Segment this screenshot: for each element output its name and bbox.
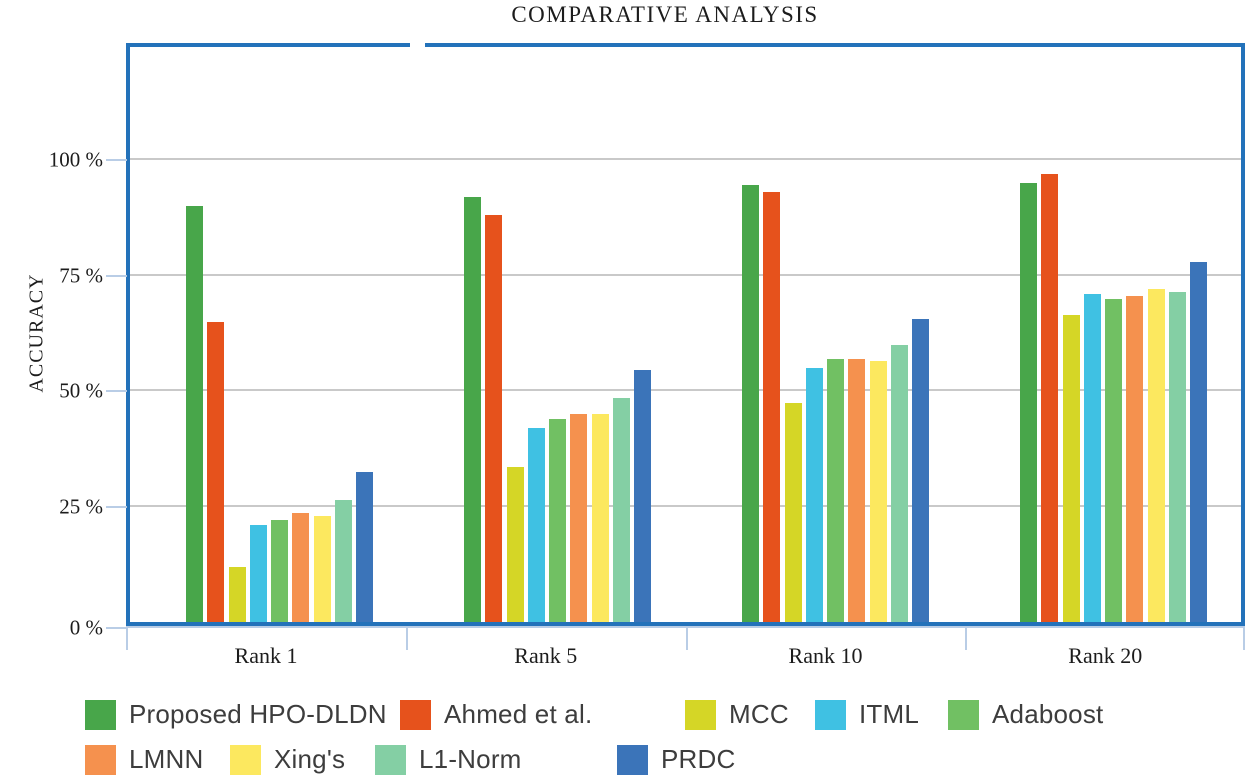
x-tick-label: Rank 10 (788, 643, 863, 668)
legend-item-adaboost: Adaboost (948, 699, 1103, 730)
plot-area (126, 43, 1245, 626)
x-tick-label: Rank 1 (234, 643, 298, 668)
bar-adaboost (827, 358, 844, 622)
gridline-25 (130, 504, 1241, 507)
legend-swatch (815, 699, 846, 730)
y-tick-label: 50 % (59, 378, 103, 403)
bar-l1-norm (890, 344, 908, 622)
y-tick-label: 75 % (59, 263, 103, 287)
bar-ahmed-et-al- (1041, 173, 1059, 622)
legend-label: PRDC (661, 744, 736, 774)
y-tick-mark (106, 505, 127, 508)
bar-prdc (1190, 261, 1207, 622)
legend-label: L1-Norm (419, 744, 522, 774)
x-group-separator (685, 626, 688, 650)
legend-label: Xing's (274, 744, 346, 774)
gridline-75 (130, 273, 1241, 276)
y-tick-mark (106, 274, 127, 277)
bar-ahmed-et-al- (763, 192, 781, 622)
y-tick-label: 0 % (69, 615, 103, 640)
bar-itml (249, 524, 267, 622)
y-axis-label: ACCURACY (25, 273, 48, 393)
bar-adaboost (1105, 298, 1122, 622)
chart-title: COMPARATIVE ANALYSIS (511, 2, 819, 27)
bar-adaboost (271, 520, 288, 622)
bar-xing-s (869, 360, 887, 622)
bar-mcc (506, 467, 524, 622)
legend-label: Adaboost (992, 699, 1104, 729)
bar-adaboost (549, 418, 566, 622)
legend-swatch (230, 744, 261, 775)
bar-xing-s (1147, 289, 1165, 622)
bar-prdc (912, 319, 929, 622)
bar-itml (1083, 293, 1101, 622)
bar-l1-norm (612, 397, 630, 622)
x-tick-label: Rank 5 (514, 643, 578, 668)
bar-l1-norm (1168, 291, 1186, 622)
x-group-separator (1243, 626, 1245, 650)
bar-group-rank-20 (1020, 47, 1207, 622)
x-group-separator (405, 626, 408, 650)
bar-l1-norm (334, 499, 352, 622)
bar-lmnn (570, 414, 588, 622)
bar-mcc (1062, 314, 1080, 622)
legend-swatch (375, 744, 406, 775)
bar-proposed-hpo-dldn (464, 196, 481, 622)
legend-item-prdc: PRDC (617, 744, 735, 775)
gridline-100 (130, 158, 1241, 160)
legend-item-xing-s: Xing's (230, 744, 345, 775)
y-tick-mark (106, 627, 127, 629)
legend-swatch (685, 699, 716, 730)
border-notch (410, 43, 425, 48)
bar-mcc (784, 402, 802, 622)
bar-xing-s (591, 414, 609, 622)
x-group-separator (126, 626, 128, 650)
legend-item-proposed-hpo-dldn: Proposed HPO-DLDN (85, 699, 387, 730)
legend-item-l1-norm: L1-Norm (375, 744, 522, 775)
bar-prdc (634, 370, 651, 622)
legend-item-ahmed-et-al-: Ahmed et al. (400, 699, 592, 730)
gridline-50 (130, 389, 1241, 391)
bar-group-rank-5 (464, 47, 651, 622)
legend-item-mcc: MCC (685, 699, 789, 730)
bar-xing-s (313, 515, 331, 622)
legend-label: Ahmed et al. (444, 699, 593, 729)
legend-label: MCC (729, 699, 789, 729)
bar-mcc (228, 566, 246, 622)
bar-ahmed-et-al- (485, 215, 503, 622)
legend-item-lmnn: LMNN (85, 744, 203, 775)
bar-proposed-hpo-dldn (742, 185, 759, 622)
bar-proposed-hpo-dldn (186, 206, 203, 622)
y-tick-mark (106, 390, 127, 392)
legend-swatch (617, 744, 648, 775)
legend-label: LMNN (129, 744, 204, 774)
y-tick-label: 25 % (59, 494, 103, 518)
x-tick-label: Rank 20 (1068, 643, 1143, 668)
legend-label: Proposed HPO-DLDN (129, 699, 387, 729)
legend-swatch (85, 744, 116, 775)
bar-lmnn (292, 513, 310, 622)
bar-itml (527, 427, 545, 622)
bar-ahmed-et-al- (207, 321, 225, 622)
y-tick-label: 100 % (48, 147, 103, 172)
legend-swatch (85, 699, 116, 730)
bar-lmnn (1126, 296, 1144, 622)
x-group-separator (965, 626, 968, 650)
legend-swatch (948, 699, 979, 730)
bar-lmnn (848, 358, 866, 622)
y-tick-mark (106, 159, 127, 161)
bar-group-rank-1 (186, 47, 373, 622)
bar-proposed-hpo-dldn (1020, 183, 1037, 622)
legend-label: ITML (859, 699, 920, 729)
legend-item-itml: ITML (815, 699, 919, 730)
bar-itml (805, 367, 823, 622)
legend-swatch (400, 699, 431, 730)
bar-group-rank-10 (742, 47, 929, 622)
bar-prdc (356, 471, 373, 622)
